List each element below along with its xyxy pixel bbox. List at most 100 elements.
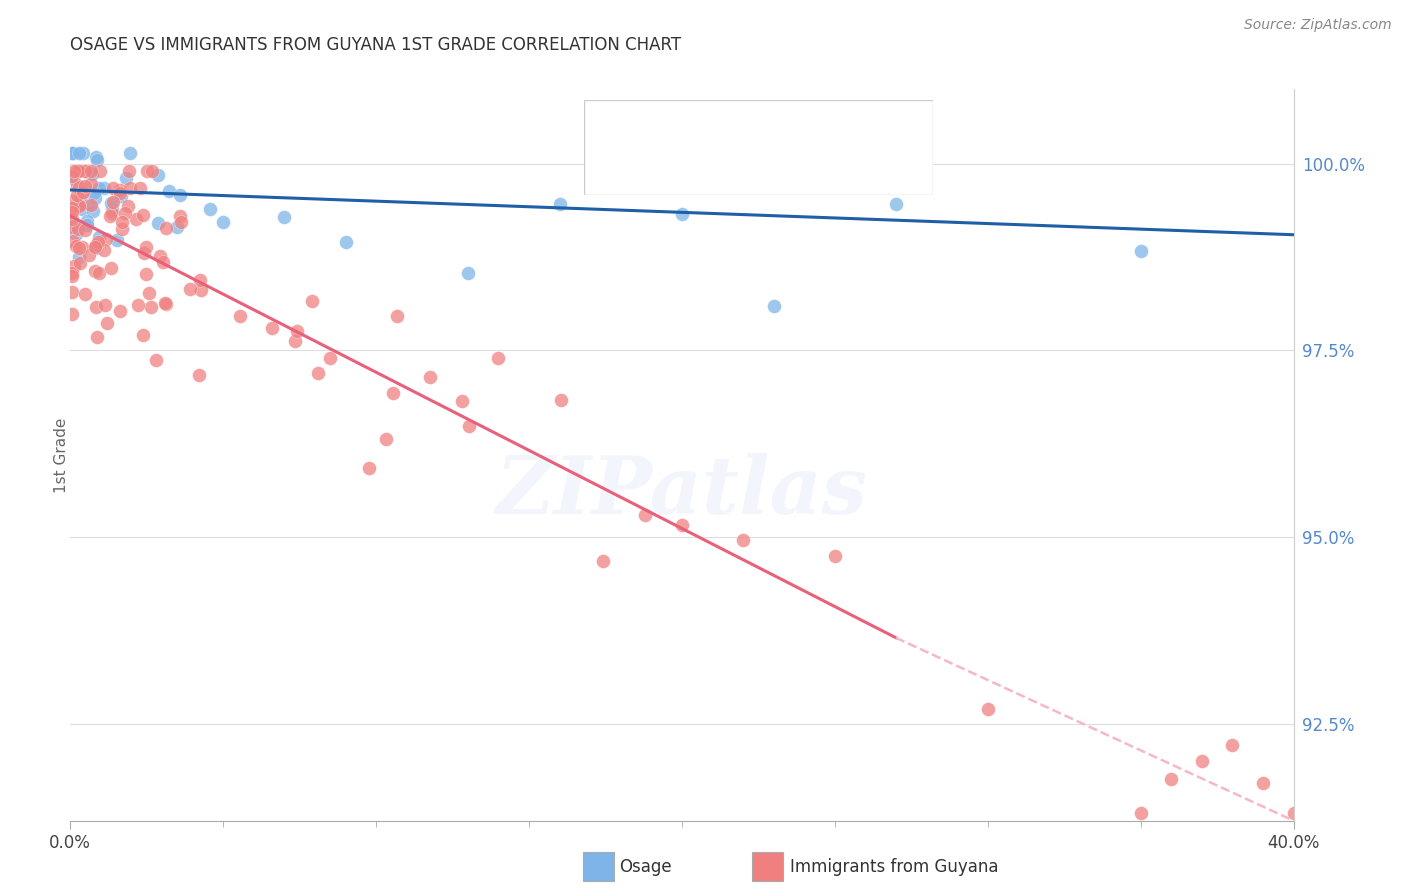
Point: [457, 266, 479, 280]
Point: [1129, 806, 1152, 821]
Point: [60, 220, 83, 235]
Point: [824, 549, 846, 563]
Point: [118, 145, 141, 160]
Point: [145, 352, 167, 367]
Point: [148, 216, 170, 230]
Point: [75, 223, 97, 237]
Point: [66, 187, 89, 202]
Point: [62, 234, 84, 248]
Point: [550, 393, 572, 408]
Point: [80, 164, 103, 178]
Text: ZIPatlas: ZIPatlas: [496, 453, 868, 530]
Point: [357, 460, 380, 475]
Point: [135, 267, 157, 281]
Point: [229, 309, 252, 323]
Point: [87, 235, 110, 250]
Point: [60, 204, 83, 219]
Point: [307, 366, 329, 380]
Point: [153, 296, 176, 310]
Point: [592, 554, 614, 568]
Point: [84, 301, 107, 315]
Text: Immigrants from Guyana: Immigrants from Guyana: [790, 858, 998, 876]
Point: [94, 298, 117, 312]
Point: [1222, 738, 1244, 752]
Point: [75, 287, 97, 301]
Point: [110, 186, 132, 200]
Point: [977, 702, 1000, 716]
Point: [62, 216, 84, 230]
Point: [136, 164, 159, 178]
Point: [76, 213, 98, 227]
Point: [60, 269, 83, 284]
Point: [72, 145, 94, 160]
Point: [69, 256, 91, 270]
Point: [335, 235, 357, 250]
Point: [82, 167, 104, 181]
Point: [155, 297, 177, 311]
Point: [67, 199, 90, 213]
Point: [77, 248, 100, 262]
Point: [60, 212, 83, 227]
Point: [80, 178, 103, 192]
Point: [179, 282, 201, 296]
Point: [86, 330, 108, 344]
Point: [115, 170, 138, 185]
Point: [75, 164, 97, 178]
Point: [419, 370, 441, 384]
Point: [548, 197, 571, 211]
Point: [169, 209, 191, 223]
Point: [60, 266, 83, 280]
Point: [671, 206, 693, 220]
Point: [262, 321, 284, 335]
Point: [132, 208, 155, 222]
Point: [385, 309, 408, 323]
Point: [200, 202, 222, 216]
Point: [733, 533, 755, 547]
Point: [152, 255, 174, 269]
Point: [488, 351, 510, 366]
Point: [374, 432, 396, 446]
Point: [84, 237, 107, 252]
Point: [141, 300, 163, 314]
Point: [884, 197, 907, 211]
Point: [114, 206, 136, 220]
Point: [84, 264, 107, 278]
Point: [170, 215, 193, 229]
Point: [89, 164, 111, 178]
Point: [72, 185, 94, 199]
Point: [125, 212, 148, 227]
Point: [127, 298, 149, 312]
Point: [93, 181, 115, 195]
Point: [60, 285, 83, 300]
Point: [100, 260, 122, 275]
Point: [301, 293, 323, 308]
Point: [110, 189, 132, 203]
Point: [1282, 806, 1305, 821]
Point: [169, 188, 191, 202]
Point: [101, 202, 124, 217]
Point: [1191, 754, 1213, 768]
Point: [65, 164, 87, 178]
Point: [67, 180, 90, 194]
Point: [1129, 244, 1152, 258]
Point: [110, 214, 132, 228]
Point: [273, 211, 295, 225]
Point: [212, 215, 235, 229]
Point: [73, 178, 96, 193]
Point: [671, 518, 693, 533]
Point: [87, 230, 110, 244]
Point: [69, 193, 91, 207]
Point: [157, 184, 180, 198]
Point: [72, 186, 94, 200]
Point: [101, 205, 124, 219]
Point: [66, 178, 89, 192]
Point: [62, 170, 84, 185]
Point: [82, 204, 104, 219]
Point: [67, 145, 90, 160]
Text: Osage: Osage: [619, 858, 671, 876]
Point: [73, 164, 96, 178]
Point: [69, 241, 91, 255]
Point: [111, 222, 134, 236]
Point: [67, 164, 90, 178]
Point: [83, 186, 105, 200]
